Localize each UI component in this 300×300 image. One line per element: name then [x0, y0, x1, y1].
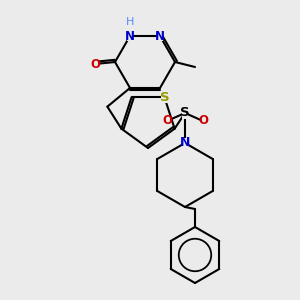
FancyBboxPatch shape [200, 116, 206, 126]
Text: O: O [198, 115, 208, 128]
Text: N: N [155, 29, 165, 43]
Text: O: O [90, 58, 100, 70]
Text: N: N [125, 29, 135, 43]
FancyBboxPatch shape [127, 17, 133, 27]
Text: S: S [160, 91, 169, 104]
FancyBboxPatch shape [161, 92, 168, 103]
FancyBboxPatch shape [92, 59, 98, 69]
Text: N: N [180, 136, 190, 149]
FancyBboxPatch shape [157, 31, 163, 41]
FancyBboxPatch shape [164, 116, 170, 126]
FancyBboxPatch shape [182, 137, 188, 148]
FancyBboxPatch shape [182, 107, 188, 119]
Text: O: O [162, 115, 172, 128]
Text: H: H [126, 17, 134, 27]
Text: S: S [180, 106, 190, 119]
FancyBboxPatch shape [127, 31, 133, 41]
